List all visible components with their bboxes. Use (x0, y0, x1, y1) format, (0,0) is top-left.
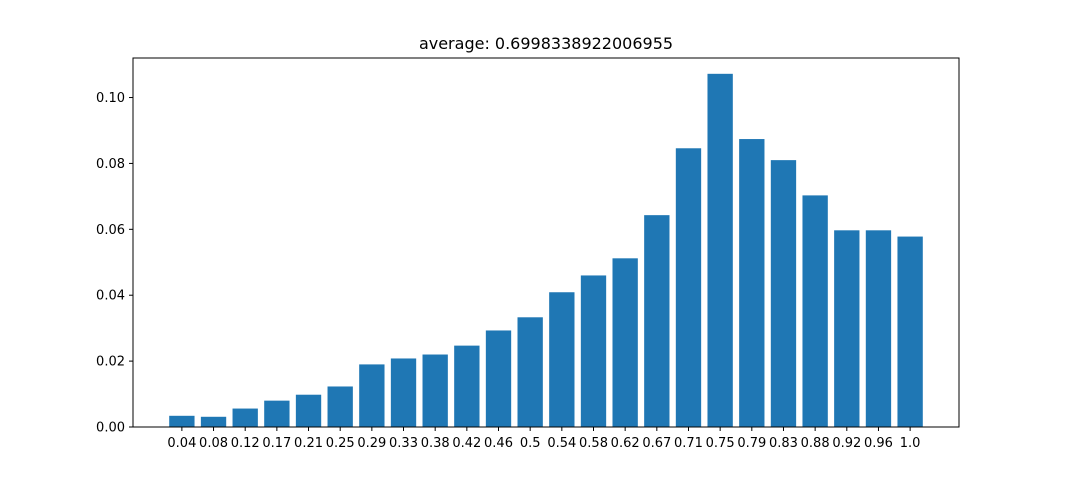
bar-0.62 (612, 258, 638, 427)
chart-title: average: 0.6998338922006955 (419, 34, 673, 53)
x-tick-label: 0.58 (579, 436, 608, 451)
bar-0.29 (359, 364, 385, 427)
bars-group (169, 73, 923, 428)
x-tick-label: 0.08 (199, 436, 228, 451)
bar-0.38 (422, 354, 448, 427)
x-axis: 0.04 0.08 0.12 0.17 0.21 0.25 0.29 0.33 0.38 0.42… (167, 427, 920, 451)
bar-0.12 (232, 408, 258, 427)
x-tick-label: 0.46 (484, 436, 513, 451)
plot-frame (132, 57, 960, 428)
x-tick-label: 0.25 (326, 436, 355, 451)
x-tick-label: 0.42 (452, 436, 481, 451)
bar-0.21 (295, 394, 322, 427)
bar-0.42 (454, 345, 480, 427)
y-tick-label: 0.08 (96, 157, 125, 172)
bar-0.96 (865, 230, 892, 427)
x-tick-label: 0.29 (357, 436, 386, 451)
x-tick-label: 0.54 (547, 436, 576, 451)
y-tick-label: 0.10 (96, 91, 125, 106)
x-tick-label: 0.04 (167, 436, 196, 451)
bar-0.25 (327, 386, 353, 427)
y-tick-label: 0.06 (96, 223, 125, 238)
x-tick-label: 0.92 (832, 436, 861, 451)
x-tick-label: 0.17 (262, 436, 291, 451)
bar-0.75 (707, 73, 733, 428)
x-tick-label: 0.21 (294, 436, 323, 451)
x-tick-label: 0.62 (611, 436, 640, 451)
bar-0.83 (770, 160, 797, 428)
bar-0.08 (200, 416, 227, 427)
y-tick-label: 0.04 (96, 289, 125, 304)
bar-0.46 (485, 330, 512, 427)
bar-0.04 (169, 415, 195, 427)
y-tick-label: 0.02 (96, 355, 125, 370)
bar-0.79 (739, 139, 765, 427)
x-tick-label: 0.67 (642, 436, 671, 451)
x-tick-label: 0.33 (389, 436, 418, 451)
x-tick-label: 0.71 (674, 436, 703, 451)
bar-0.88 (802, 195, 828, 427)
x-tick-label: 1.0 (900, 436, 921, 451)
x-tick-label: 0.79 (737, 436, 766, 451)
x-tick-label: 0.12 (231, 436, 260, 451)
x-tick-label: 0.96 (864, 436, 893, 451)
x-tick-label: 0.88 (801, 436, 830, 451)
bar-0.17 (264, 400, 290, 427)
bar-1.0 (897, 236, 923, 427)
bar-0.58 (580, 275, 607, 427)
x-tick-label: 0.5 (520, 436, 541, 451)
y-axis: 0.00 0.02 0.04 0.06 0.08 0.10 (96, 91, 133, 436)
bar-0.92 (834, 230, 860, 427)
bar-0.33 (390, 358, 417, 427)
bar-0.54 (549, 292, 575, 427)
bar-0.5 (517, 317, 543, 427)
bar-0.71 (675, 148, 702, 428)
x-tick-label: 0.83 (769, 436, 798, 451)
x-tick-label: 0.75 (706, 436, 735, 451)
y-tick-label: 0.00 (96, 421, 125, 436)
bar-0.67 (644, 215, 670, 427)
x-tick-label: 0.38 (421, 436, 450, 451)
